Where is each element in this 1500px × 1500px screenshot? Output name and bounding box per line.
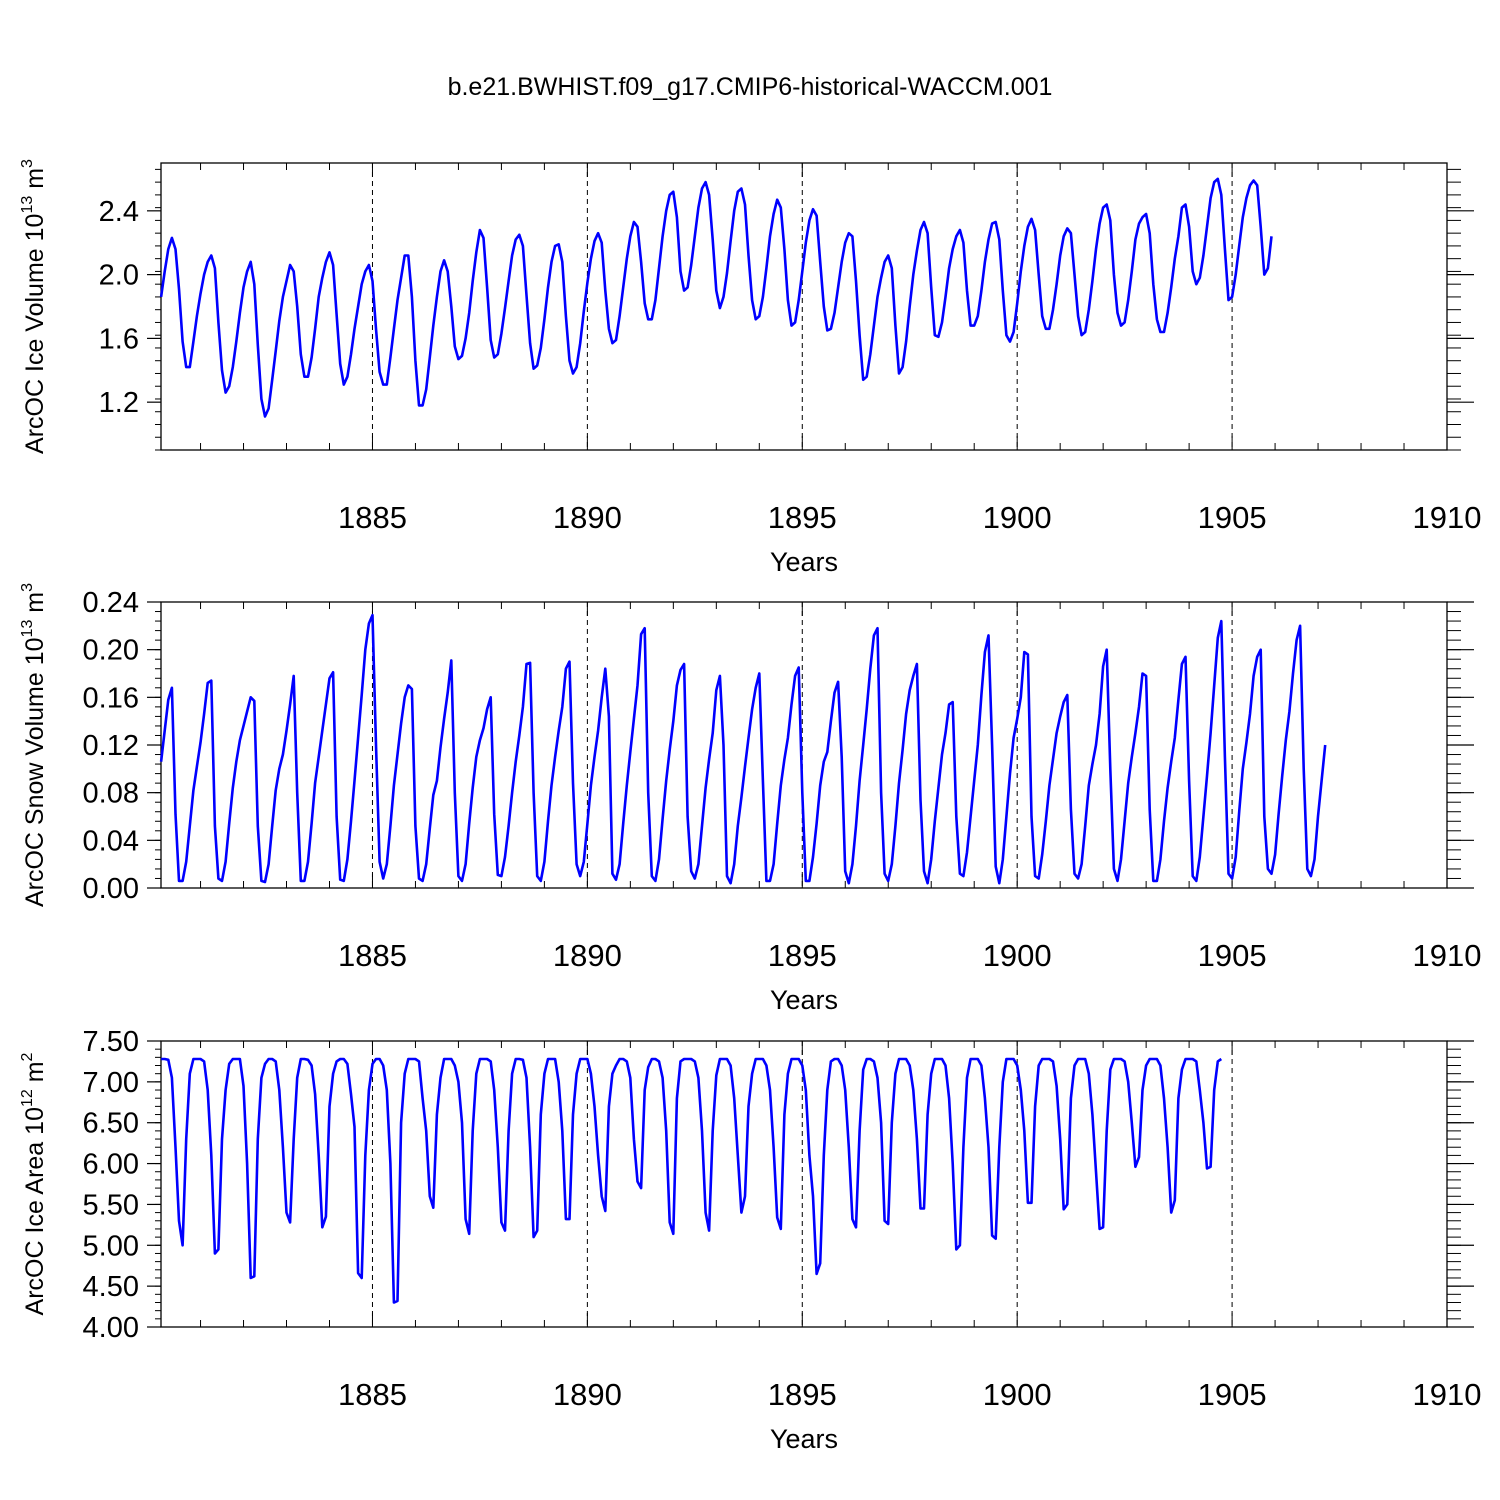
plot-frame [160,1040,1448,1328]
x-tick-label: 1885 [338,500,407,535]
y-tick-label: 2.0 [99,260,139,292]
figure-title: b.e21.BWHIST.f09_g17.CMIP6-historical-WA… [448,73,1053,101]
y-tick-label: 6.50 [83,1108,139,1140]
y-axis-label-text: ArcOC Snow Volume 10 [21,637,49,907]
x-tick-label: 1895 [768,1377,837,1412]
y-axis-label: ArcOC Ice Volume 1013 m3 [19,159,49,454]
y-axis-label-unit-exp: 3 [19,159,36,168]
x-tick-label: 1905 [1198,1377,1267,1412]
x-tick-label: 1885 [338,938,407,973]
y-tick-label: 7.00 [83,1067,139,1099]
x-tick-label: 1885 [338,1377,407,1412]
x-tick-label: 1890 [553,500,622,535]
y-axis-label-unit: m [21,592,49,620]
y-tick-label: 0.20 [83,635,139,667]
x-tick-label: 1900 [983,938,1052,973]
y-tick-label: 1.2 [99,387,139,419]
y-tick-label: 7.50 [83,1026,139,1058]
panels: 1.2 1.6 2.0 2.4 1885 1890 1895 1900 1905 1910 Year… [19,159,1481,1454]
x-tick-label: 1890 [553,938,622,973]
y-axis-label-unit-exp: 2 [19,1052,36,1061]
panel-snow-volume: 0.00 0.04 0.08 0.12 0.16 0.20 0.24 1885 1890 1895… [19,583,1481,1015]
x-tick-label: 1890 [553,1377,622,1412]
y-tick-label: 0.16 [83,682,139,714]
y-tick-label: 0.00 [83,873,139,905]
series-line-ice-area [161,1057,1223,1304]
y-axis-label-text: ArcOC Ice Area 10 [21,1107,49,1315]
x-tick-label: 1905 [1198,500,1267,535]
panel-ice-volume: 1.2 1.6 2.0 2.4 1885 1890 1895 1900 1905 1910 Year… [19,159,1481,577]
y-tick-label: 0.08 [83,778,139,810]
y-axis-label-exp: 13 [19,196,36,214]
y-tick-label: 1.6 [99,323,139,355]
x-tick-label: 1910 [1413,938,1482,973]
y-tick-label: 5.00 [83,1230,139,1262]
x-tick-label: 1895 [768,500,837,535]
y-tick-label: 0.12 [83,730,139,762]
y-axis-label-exp: 12 [19,1089,36,1107]
y-axis-label-text: ArcOC Ice Volume 10 [21,214,49,454]
x-tick-label: 1910 [1413,1377,1482,1412]
panel-ice-area: 4.00 4.50 5.00 5.50 6.00 6.50 7.00 7.50 1885 1890… [19,1026,1481,1454]
y-axis-label: ArcOC Ice Area 1012 m2 [19,1052,49,1315]
x-tick-label: 1905 [1198,938,1267,973]
y-axis-label-unit-exp: 3 [19,583,36,592]
x-tick-label: 1900 [983,500,1052,535]
series-line-snow-volume [159,613,1327,885]
y-tick-label: 4.50 [83,1271,139,1303]
plot-frame [160,162,1448,451]
y-axis-label: ArcOC Snow Volume 1013 m3 [19,583,49,907]
x-tick-label: 1900 [983,1377,1052,1412]
y-tick-label: 0.04 [83,825,139,857]
y-axis-label-exp: 13 [19,620,36,638]
y-tick-label: 5.50 [83,1189,139,1221]
series-line-ice-volume [159,177,1273,418]
y-tick-label: 6.00 [83,1149,139,1181]
x-tick-label: 1895 [768,938,837,973]
y-axis-label-unit: m [21,168,49,196]
y-tick-label: 2.4 [99,196,139,228]
x-axis-label: Years [770,547,838,577]
y-tick-label: 4.00 [83,1312,139,1344]
x-axis-label: Years [770,1424,838,1454]
y-axis-label-unit: m [21,1061,49,1089]
x-axis-label: Years [770,985,838,1015]
x-tick-label: 1910 [1413,500,1482,535]
y-tick-label: 0.24 [83,587,139,619]
